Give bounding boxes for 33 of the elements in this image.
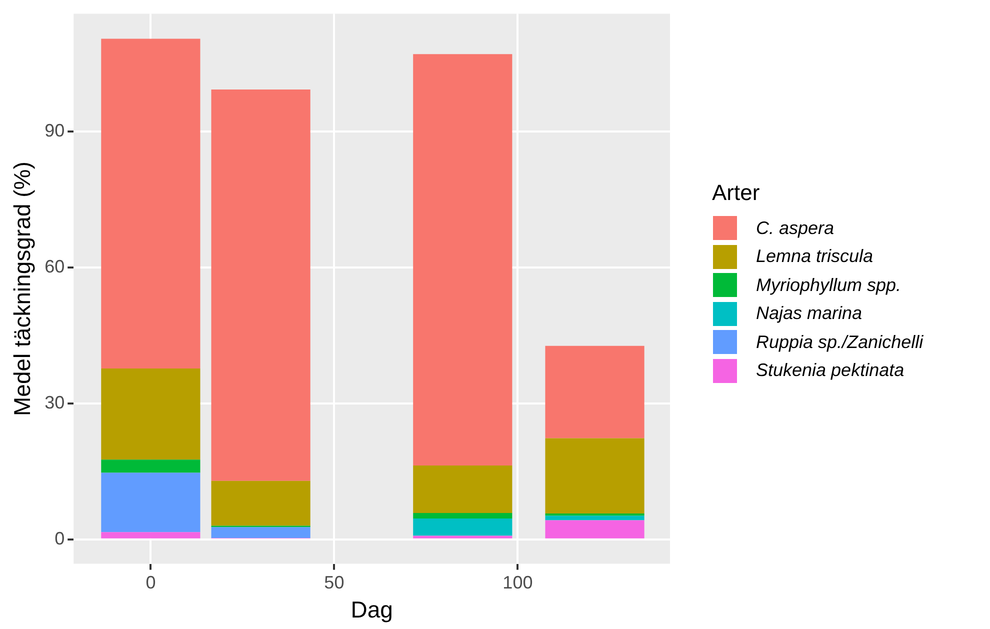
x-tick-label: 0 <box>146 572 156 593</box>
legend-label: Stukenia pektinata <box>756 360 904 382</box>
bar <box>101 472 200 532</box>
bar <box>413 536 512 538</box>
legend-label: C. aspera <box>756 218 834 239</box>
x-tick-label: 100 <box>502 572 533 593</box>
legend-label: Lemna triscula <box>756 246 874 268</box>
legend-title: Arter <box>712 180 761 206</box>
x-tick-label: 50 <box>324 572 344 593</box>
legend-label: Myriophyllum spp. <box>756 274 902 296</box>
bar <box>101 368 200 460</box>
bar <box>413 513 512 518</box>
bar <box>413 54 512 466</box>
legend-label: Najas marina <box>756 303 862 324</box>
bar <box>413 465 512 514</box>
bar <box>413 518 512 536</box>
bar <box>211 480 310 526</box>
bar <box>101 460 200 473</box>
bar <box>101 532 200 538</box>
bar <box>545 438 644 514</box>
bar <box>545 516 644 520</box>
bar <box>545 520 644 538</box>
y-axis-title: Medel täckningsgrad (%) <box>9 162 36 416</box>
bar <box>211 527 310 538</box>
bar <box>101 38 200 369</box>
y-tick-label: 0 <box>54 528 65 548</box>
y-tick-label: 30 <box>44 392 65 412</box>
bar <box>211 89 310 481</box>
bar <box>545 346 644 438</box>
x-axis-title: Dag <box>350 596 393 623</box>
legend-label: Ruppia sp./Zanichelli <box>756 332 924 353</box>
y-tick-label: 90 <box>44 120 65 141</box>
y-tick-label: 60 <box>44 256 65 276</box>
